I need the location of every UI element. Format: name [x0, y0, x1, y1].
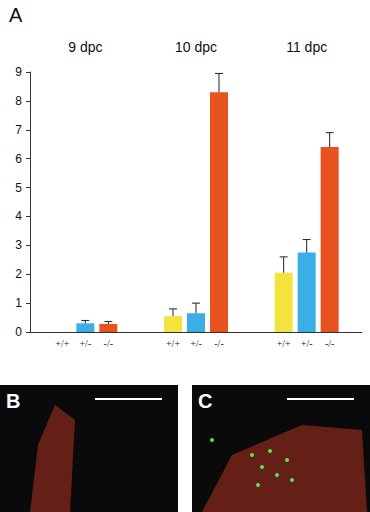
svg-text:8: 8 [15, 94, 22, 108]
svg-text:0: 0 [15, 325, 22, 339]
svg-text:C: C [198, 390, 212, 412]
svg-text:5: 5 [15, 181, 22, 195]
svg-text:+/-: +/- [190, 338, 202, 349]
svg-text:A: A [9, 4, 23, 26]
svg-text:+/+: +/+ [55, 338, 69, 349]
svg-text:9 dpc: 9 dpc [68, 39, 102, 55]
svg-text:4: 4 [15, 209, 22, 223]
svg-text:9: 9 [15, 65, 22, 79]
svg-text:-/-: -/- [325, 338, 334, 349]
svg-text:3: 3 [15, 238, 22, 252]
svg-text:1: 1 [15, 296, 22, 310]
svg-text:+/-: +/- [79, 338, 91, 349]
svg-text:11 dpc: 11 dpc [286, 39, 327, 55]
svg-text:-/-: -/- [214, 338, 223, 349]
svg-text:-/-: -/- [104, 338, 113, 349]
svg-text:7: 7 [15, 123, 22, 137]
svg-text:B: B [6, 390, 20, 412]
svg-text:2: 2 [15, 267, 22, 281]
svg-text:+/+: +/+ [166, 338, 180, 349]
svg-text:+/+: +/+ [277, 338, 291, 349]
svg-text:+/-: +/- [301, 338, 313, 349]
svg-text:6: 6 [15, 152, 22, 166]
svg-text:10 dpc: 10 dpc [175, 39, 217, 55]
